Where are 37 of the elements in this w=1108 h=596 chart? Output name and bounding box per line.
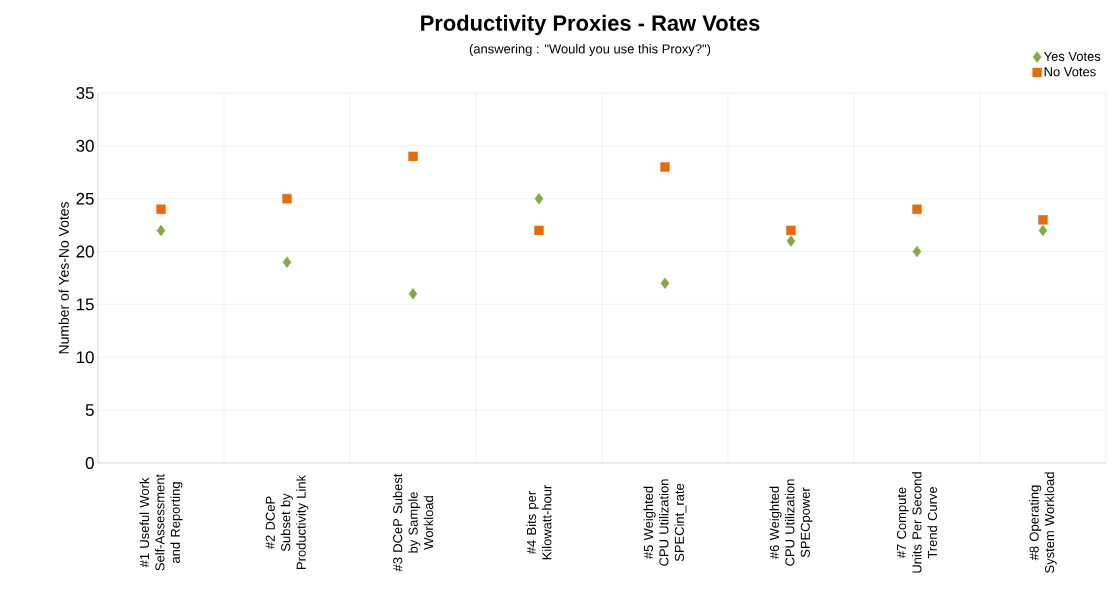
point xyxy=(660,277,670,289)
point xyxy=(282,194,292,204)
x-tick-label: #4 Bits per Kilowatt-hour xyxy=(526,484,552,560)
point xyxy=(1038,224,1048,237)
y-tick-label: 0 xyxy=(85,456,94,469)
x-tick-label: #7 Compute Units Per Second Trend Curve xyxy=(896,472,937,573)
point xyxy=(408,288,418,300)
x-tick-label: #8 Operating System Workload xyxy=(1029,472,1057,573)
y-tick-label: 20 xyxy=(76,245,94,258)
y-tick-label: 5 xyxy=(85,404,94,417)
y-axis-title: Number of Yes-No Votes xyxy=(58,202,69,354)
point xyxy=(282,256,292,268)
point xyxy=(408,151,418,162)
point xyxy=(1038,215,1048,225)
y-tick-label: 30 xyxy=(76,139,94,152)
legend-label: No Votes xyxy=(1044,67,1096,77)
y-tick-label: 15 xyxy=(76,298,94,311)
point xyxy=(156,204,166,214)
x-tick-label: #2 DCeP Subset by Productivity Link xyxy=(265,474,309,569)
point xyxy=(660,162,670,172)
point xyxy=(912,204,922,214)
x-tick-label: #6 Weighted CPU Utilization SPECpower xyxy=(769,479,813,566)
point xyxy=(786,235,796,247)
x-tick-label: #3 DCeP Subest by Sample Workload xyxy=(392,473,434,572)
legend-label: Yes Votes xyxy=(1043,51,1101,61)
point xyxy=(912,245,922,258)
chart-subtitle: (answering : "Would you use this Proxy?") xyxy=(469,43,711,57)
point xyxy=(534,225,544,236)
x-tick-label: #5 Weighted CPU Utilization SPECint_rate xyxy=(643,479,687,566)
x-tick-label: #1 Useful Work Self-Assessment and Reporting xyxy=(139,474,183,571)
y-tick-label: 25 xyxy=(76,192,94,205)
y-tick-label: 35 xyxy=(76,86,94,99)
y-tick-label: 10 xyxy=(76,351,94,364)
point xyxy=(156,224,166,237)
chart-title: Productivity Proxies - Raw Votes xyxy=(421,14,760,36)
point xyxy=(534,193,544,205)
point xyxy=(786,225,796,236)
